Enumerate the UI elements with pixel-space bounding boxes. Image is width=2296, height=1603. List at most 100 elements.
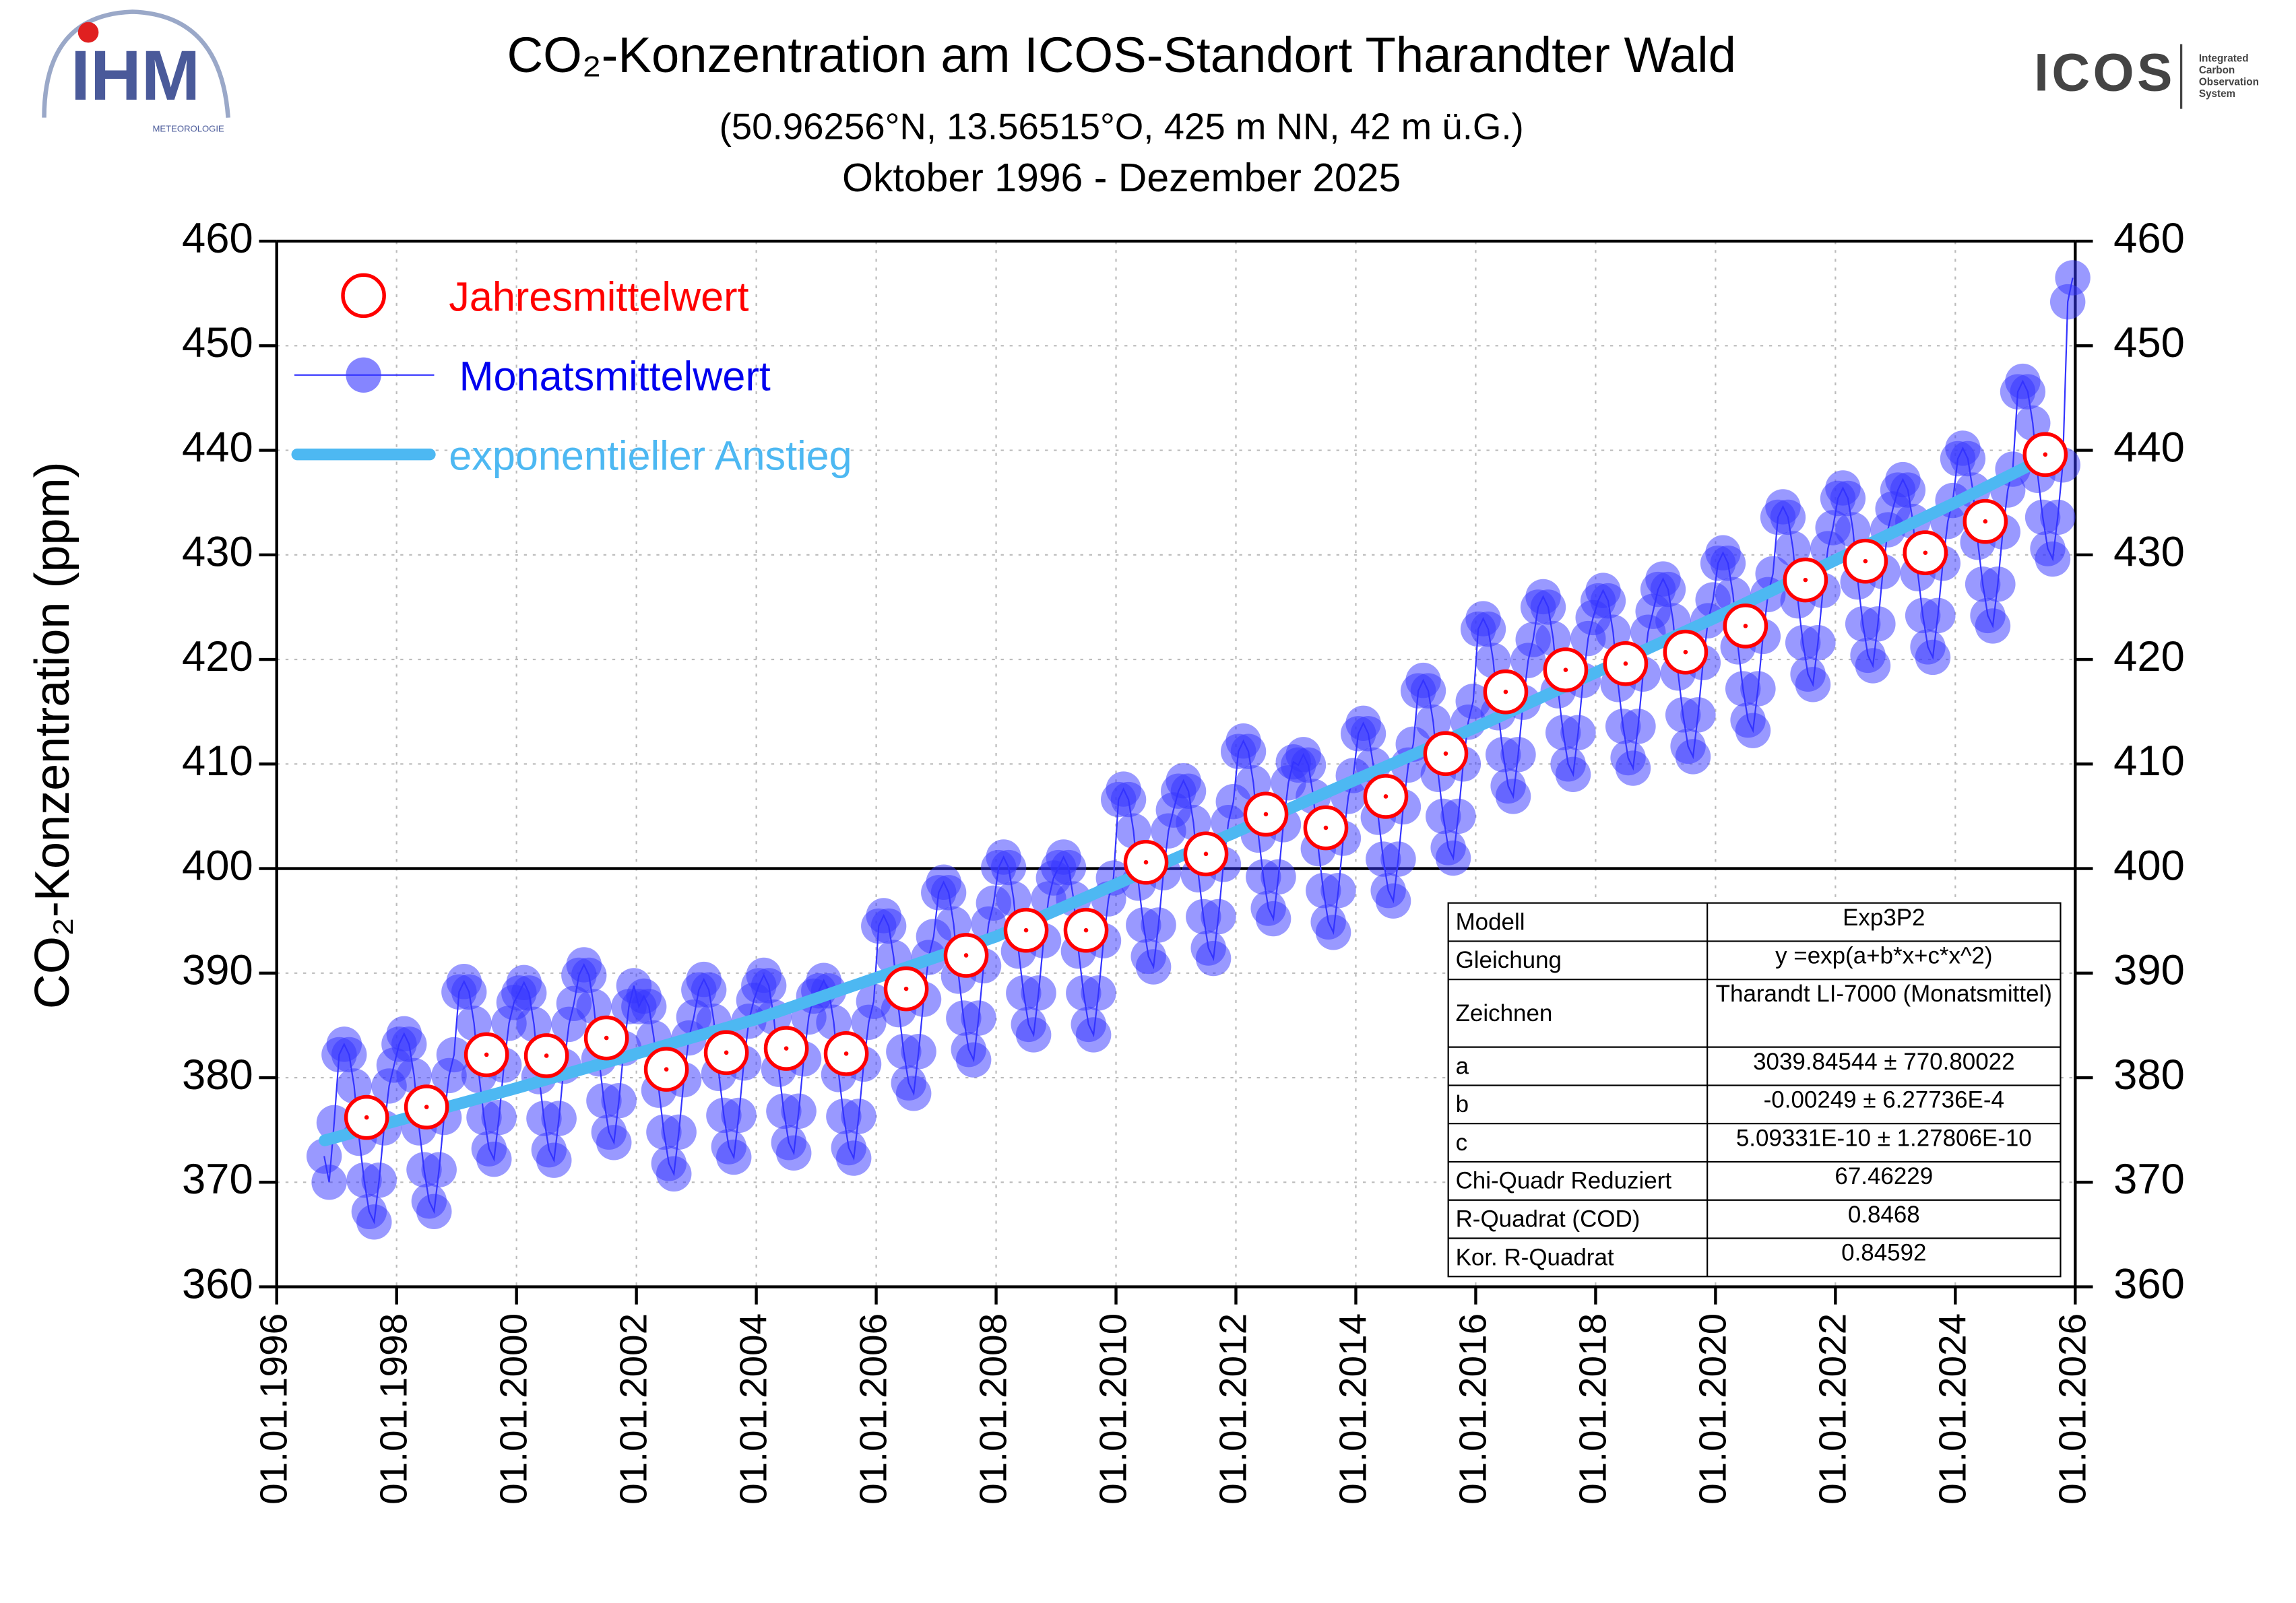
monthly-mean-marker [1675, 739, 1711, 775]
monthly-mean-marker [1141, 907, 1176, 943]
monthly-mean-marker [776, 1135, 812, 1171]
monthly-mean-marker [1710, 546, 1746, 581]
monthly-mean-marker [361, 1162, 397, 1198]
table-cell: Chi-Quadr Reduziert [1456, 1168, 1672, 1194]
monthly-mean-marker [1081, 975, 1116, 1011]
logo-text: IHM [71, 36, 200, 115]
chart-subtitle: Oktober 1996 - Dezember 2025 [842, 156, 1401, 200]
annual-mean-dot [364, 1115, 369, 1120]
monthly-mean-marker [416, 1193, 452, 1229]
annual-mean-dot [1143, 859, 1149, 865]
monthly-mean-marker [576, 989, 612, 1024]
monthly-mean-marker [2035, 541, 2071, 577]
chart-title: CO₂-Konzentration am ICOS-Standort Thara… [507, 27, 1735, 83]
monthly-mean-marker [996, 881, 1031, 917]
monthly-mean-marker [1075, 1017, 1112, 1053]
x-tick-label: 01.01.2020 [1692, 1313, 1734, 1505]
annual-mean-dot [1563, 667, 1568, 672]
monthly-mean-marker [661, 1114, 697, 1150]
logo-subtext: Integrated [2199, 53, 2249, 64]
table-cell: b [1456, 1091, 1469, 1117]
annual-mean-dot [784, 1046, 789, 1051]
annual-mean-dot [1683, 649, 1688, 655]
monthly-mean-marker [1890, 472, 1926, 508]
table-cell: 67.46229 [1835, 1163, 1933, 1189]
x-tick-label: 01.01.2004 [733, 1313, 775, 1505]
monthly-mean-marker [421, 1152, 457, 1187]
monthly-mean-marker [990, 849, 1027, 886]
icos-logo: ICOS Integrated Carbon Observation Syste… [2034, 42, 2259, 109]
monthly-mean-marker [1530, 589, 1566, 625]
monthly-mean-marker [930, 875, 967, 911]
monthly-mean-marker [1800, 625, 1836, 661]
y2-tick-label: 390 [2113, 947, 2185, 994]
monthly-mean-marker [1595, 614, 1631, 650]
table-cell-wrap: Tharandt LI-7000 (Monatsmittel) [1715, 982, 2052, 1008]
legend-marker [341, 273, 386, 319]
x-tick-label: 01.01.2010 [1093, 1313, 1135, 1505]
series [319, 449, 2058, 1146]
table-cell: 5.09331E-10 ± 1.27806E-10 [1736, 1125, 2032, 1151]
x-tick-label: 01.01.2006 [853, 1313, 895, 1505]
monthly-mean-marker [331, 1037, 367, 1073]
y2-tick-label: 430 [2113, 529, 2185, 576]
monthly-mean-marker [716, 1139, 752, 1175]
monthly-mean-marker [835, 1140, 872, 1176]
monthly-mean-marker [1021, 975, 1056, 1011]
annual-mean-dot [1803, 577, 1808, 583]
monthly-mean-marker [961, 1000, 996, 1036]
monthly-mean-marker [1415, 705, 1451, 740]
y-tick-label: 360 [182, 1260, 253, 1307]
y2-tick-label: 420 [2113, 633, 2185, 680]
monthly-mean-marker [1380, 841, 1416, 877]
y-tick-label: 450 [182, 319, 253, 366]
monthly-mean-marker [1410, 673, 1446, 709]
annual-mean-dot [1623, 661, 1628, 666]
monthly-mean-marker [1170, 773, 1207, 809]
annual-mean-dot [1503, 689, 1508, 694]
table-cell: 3039.84544 ± 770.80022 [1753, 1049, 2014, 1075]
monthly-mean-marker [2055, 260, 2091, 296]
monthly-mean-marker [1050, 849, 1087, 886]
monthly-mean-marker [1830, 480, 1866, 517]
y-tick-label: 400 [182, 842, 253, 889]
legend: Jahresmittelwert Monatsmittelwert exponent… [291, 273, 852, 478]
x-tick-label: 01.01.2002 [613, 1313, 656, 1505]
table-cell: Gleichung [1456, 947, 1562, 973]
table-frame [1447, 902, 2062, 1278]
annual-mean-dot [1863, 558, 1868, 564]
monthly-mean-marker [816, 1004, 852, 1040]
monthly-mean-marker [1315, 915, 1351, 950]
fit-table: Modell Exp3P2 Gleichung y =exp(a+b*x+c*x^2)… [1447, 902, 2062, 1278]
monthly-mean-marker [1320, 872, 1356, 909]
monthly-mean-marker [391, 1026, 427, 1062]
y2-tick-label: 400 [2113, 842, 2185, 889]
table-cell: Tharandt LI-7000 (Monatsmittel) [1715, 982, 2052, 1008]
annual-mean-dot [1383, 794, 1389, 799]
monthly-mean-marker [1835, 512, 1871, 548]
annual-mean-dot [484, 1052, 489, 1057]
monthly-mean-marker [476, 1141, 512, 1177]
monthly-mean-marker [751, 968, 787, 1004]
monthly-mean-marker [1261, 859, 1296, 895]
y2-tick-label: 450 [2113, 319, 2185, 366]
y-tick-label: 390 [182, 947, 253, 994]
monthly-mean-marker [306, 1138, 342, 1174]
table-cell: 0.8468 [1848, 1202, 1920, 1228]
monthly-mean-marker [691, 972, 727, 1008]
table-cell: Exp3P2 [1843, 905, 1925, 931]
monthly-mean-marker [1920, 597, 1956, 634]
annual-mean-dot [724, 1050, 729, 1055]
monthly-mean-marker [1590, 583, 1626, 619]
table-cell: Modell [1456, 909, 1525, 935]
monthly-mean-marker [895, 1076, 932, 1111]
logo-subtext: METEOROLOGIE [152, 124, 224, 134]
monthly-mean-marker [1740, 671, 1776, 707]
y-tick-label: 420 [182, 633, 253, 680]
fit-line [319, 449, 2058, 1146]
monthly-mean-marker [1440, 798, 1476, 835]
table-cell: -0.00249 ± 6.27736E-4 [1764, 1087, 2004, 1113]
monthly-mean-marker [841, 1099, 876, 1134]
monthly-mean-marker [2040, 499, 2076, 535]
